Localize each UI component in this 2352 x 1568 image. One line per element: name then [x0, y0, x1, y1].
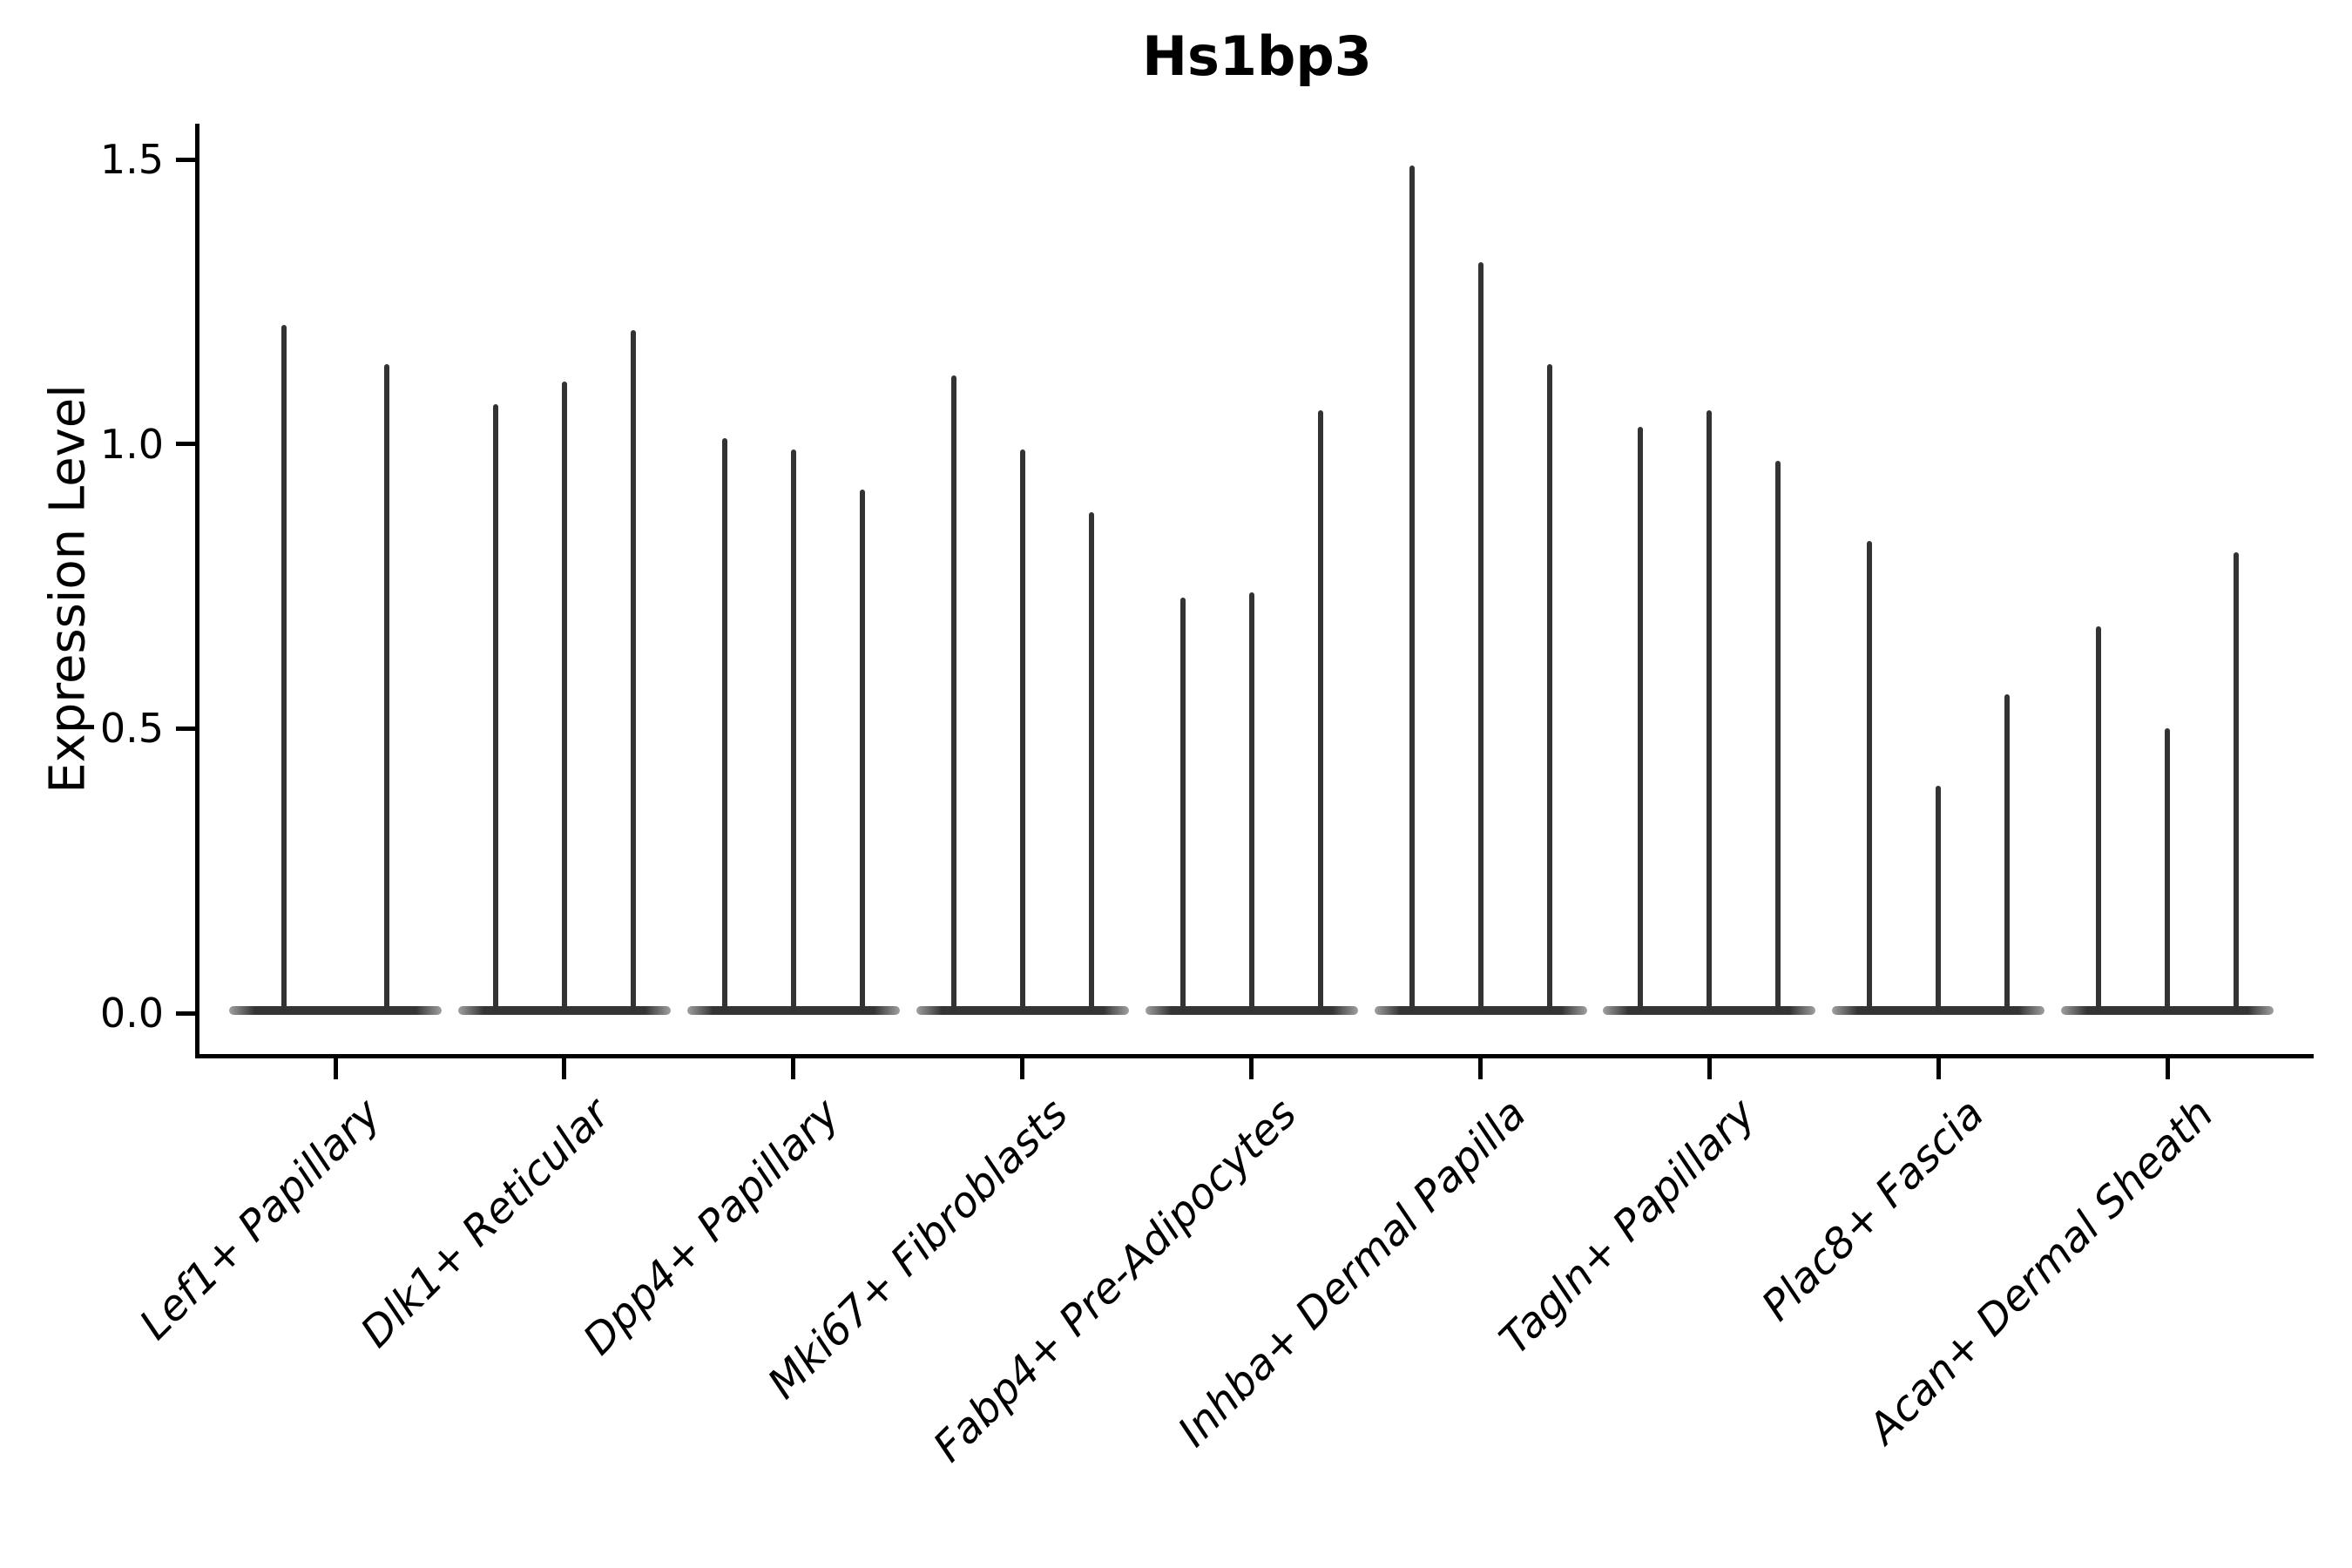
violin-needle [721, 438, 727, 1012]
violin-needle [1546, 364, 1552, 1012]
x-tick-label: Fabp4+ Pre-Adipocytes [924, 1089, 1307, 1472]
violin-needle [1707, 409, 1713, 1012]
x-tick [1707, 1058, 1712, 1079]
y-tick [176, 1010, 195, 1016]
y-tick-label: 0.5 [99, 705, 164, 753]
violin-needle [1867, 540, 1873, 1012]
violin-needle [1409, 165, 1415, 1012]
x-tick-label: Lef1+ Papillary [131, 1089, 391, 1349]
x-tick [1478, 1058, 1483, 1079]
violin-needle [1477, 261, 1484, 1012]
x-tick [1936, 1058, 1941, 1079]
violin-needle [950, 375, 956, 1012]
x-tick [2165, 1058, 2170, 1079]
violin-needle [561, 381, 567, 1012]
violin-needle [1248, 591, 1254, 1012]
x-tick [791, 1058, 796, 1079]
x-tick [1249, 1058, 1254, 1079]
violin-needle [1775, 461, 1781, 1012]
violin-needle [1638, 427, 1644, 1012]
violin-needle [280, 324, 287, 1012]
violin-needle [384, 364, 390, 1012]
violin-needle [2004, 694, 2011, 1012]
violin-needle [630, 330, 636, 1012]
y-tick-label: 0.0 [99, 990, 164, 1037]
violin-needle [1936, 785, 1942, 1012]
violin-base [229, 1006, 442, 1015]
chart-title: Hs1bp3 [1142, 24, 1372, 88]
x-tick [333, 1058, 338, 1079]
x-tick-label: Dpp4+ Papillary [573, 1089, 848, 1365]
violin-needle [1317, 409, 1323, 1012]
violin-needle [790, 449, 796, 1012]
violin-needle [1179, 598, 1186, 1012]
violin-needle [1019, 449, 1025, 1012]
violin-needle [2096, 625, 2102, 1012]
x-tick-label: Dlk1+ Reticular [351, 1089, 620, 1357]
y-tick-label: 1.0 [99, 420, 164, 468]
y-tick [176, 157, 195, 162]
x-tick-label: Tagln+ Papillary [1490, 1089, 1765, 1364]
violin-needle [2165, 728, 2171, 1012]
y-tick-label: 1.5 [99, 136, 164, 184]
violin-needle [492, 403, 498, 1012]
y-tick [176, 442, 195, 447]
x-tick-label: Plac8+ Fascia [1752, 1089, 1994, 1331]
y-axis-label: Expression Level [39, 384, 97, 794]
x-tick [562, 1058, 567, 1079]
violin-needle [859, 489, 865, 1012]
violin-needle [1088, 512, 1094, 1012]
violin-needle [2234, 551, 2240, 1012]
y-axis-spine [195, 124, 199, 1058]
y-tick [176, 726, 195, 731]
x-axis-spine [195, 1054, 2314, 1058]
x-tick [1020, 1058, 1025, 1079]
